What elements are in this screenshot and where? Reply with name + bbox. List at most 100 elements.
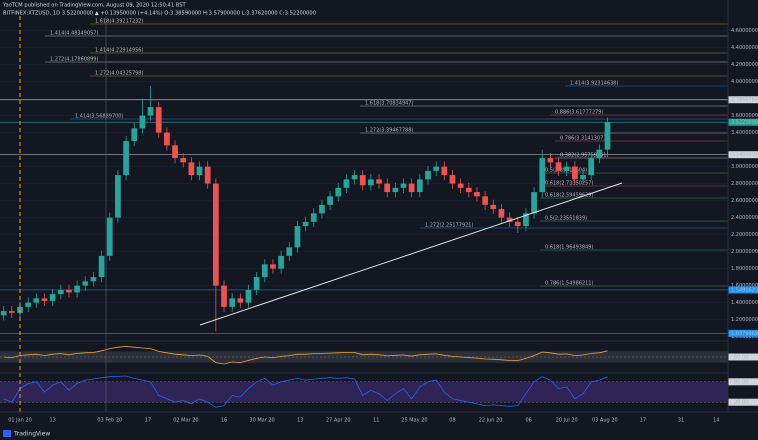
fib-label: 1.272(4.17860899) [50, 57, 98, 63]
candle-body [8, 311, 15, 313]
candle-body [392, 187, 399, 193]
x-tick-label: 01 Jan 20 [8, 418, 32, 424]
candle-body [33, 298, 40, 303]
candle-body [147, 107, 154, 116]
fib-label: 1.414(4.22914956) [95, 48, 143, 54]
candle-body [278, 255, 284, 269]
candle-body [514, 221, 521, 227]
y-tick-label: 1.4000000 [731, 300, 758, 306]
y-tick-label: 2.4000000 [731, 215, 758, 221]
candle-body [531, 192, 537, 214]
y-tick-label: 2.2000000 [731, 232, 758, 238]
x-tick-label: 22 Jun 20 [479, 418, 503, 424]
candle-body [17, 306, 23, 313]
stoch-level-box [728, 378, 758, 386]
candle-body [57, 289, 64, 295]
price-marker-box [728, 118, 758, 126]
y-tick-label: 2.8000000 [731, 181, 758, 187]
candle-body [66, 289, 72, 293]
candle-body [506, 217, 513, 222]
fib-label: 0.618(1.96493849) [545, 245, 593, 251]
candle-body [588, 158, 595, 176]
price-marker-label: 1.5491623 [731, 287, 758, 293]
x-tick-label: 03 Feb 20 [97, 418, 122, 424]
candle-body [498, 209, 505, 218]
x-tick-label: 13 [49, 418, 55, 424]
rsi-level-box [728, 353, 758, 361]
fib-label: 0.382(2.95759961) [560, 153, 608, 159]
y-tick-label: 3.6000000 [731, 113, 758, 119]
x-tick-label: 27 Apr 20 [326, 418, 351, 424]
candle-body [539, 158, 546, 193]
x-tick-label: 13 [297, 418, 303, 424]
fib-label: 1.618(4.39217232) [95, 19, 143, 25]
candle-body [98, 255, 105, 278]
candle-body [74, 285, 80, 293]
candle-body [123, 141, 129, 176]
fib-label: 0.5(2.23551839) [545, 216, 587, 222]
y-tick-label: 1.8000000 [731, 266, 758, 272]
candle-body [188, 162, 195, 176]
price-marker-label: 3.5220000 [731, 120, 758, 126]
x-tick-label: 02 Mar 20 [173, 418, 198, 424]
y-tick-label: 3.0000000 [731, 164, 758, 170]
candle-body [384, 183, 391, 193]
x-tick-label: 31 [678, 418, 684, 424]
trendline [199, 182, 623, 326]
y-tick-label: 4.2000000 [731, 62, 758, 68]
fib-label: 0.618(2.59459629) [545, 193, 593, 199]
candle-body [294, 226, 301, 248]
candle-body [547, 158, 554, 163]
x-tick-label: 03 Aug 20 [592, 418, 618, 424]
candle-body [327, 196, 333, 205]
brand: TradingView [13, 431, 50, 438]
candle-body [106, 217, 113, 256]
y-tick-label: 1.2000000 [731, 317, 758, 323]
candle-body [131, 128, 138, 142]
candle-body [425, 170, 431, 180]
candle-body [245, 289, 252, 303]
x-tick-label: 17 [145, 418, 151, 424]
candle-body [359, 175, 366, 186]
x-tick-label: 08 [449, 418, 455, 424]
x-tick-label: 20 Jul 20 [556, 418, 578, 424]
y-tick-label: 4.4000000 [731, 45, 758, 51]
y-tick-label: 2.6000000 [731, 198, 758, 204]
candle-body [0, 311, 7, 316]
rsi-line [3, 345, 608, 365]
candle-body [115, 175, 121, 218]
candle-body [449, 175, 456, 184]
candle-body [474, 192, 480, 197]
y-tick-label: 4.0000000 [731, 79, 758, 85]
candle-body [25, 302, 32, 307]
candle-body [523, 213, 529, 227]
candle-body [41, 298, 48, 301]
candle-body [604, 122, 611, 150]
x-tick-label: 06 [525, 418, 531, 424]
candle-body [343, 179, 350, 188]
candle-body [400, 183, 407, 188]
candle-body [416, 179, 423, 193]
x-tick-label: 14 [713, 418, 719, 424]
x-tick-label: 17 [640, 418, 646, 424]
candle-body [433, 166, 440, 171]
candle-body [408, 183, 415, 193]
fib-label: 1.414(3.56889700) [75, 114, 123, 120]
candle-body [155, 107, 162, 133]
fib-label: 1.272(3.39467788) [365, 128, 413, 134]
fib-label: 0.618(2.73350257) [545, 181, 593, 187]
candle-body [302, 221, 309, 227]
candle-body [441, 166, 448, 176]
candle-body [164, 132, 170, 146]
candle-body [351, 175, 358, 180]
stoch-band [0, 381, 728, 403]
candle-body [490, 204, 497, 210]
candle-body [596, 149, 603, 159]
fib-label: 0.786(1.54986211) [545, 281, 593, 287]
candle-body [319, 204, 325, 214]
price-marker-box [728, 96, 758, 104]
candle-body [237, 298, 244, 303]
stoch-level-box [728, 398, 758, 406]
candle-body [261, 264, 268, 278]
fib-label: 1.618(3.70834947) [365, 101, 413, 107]
